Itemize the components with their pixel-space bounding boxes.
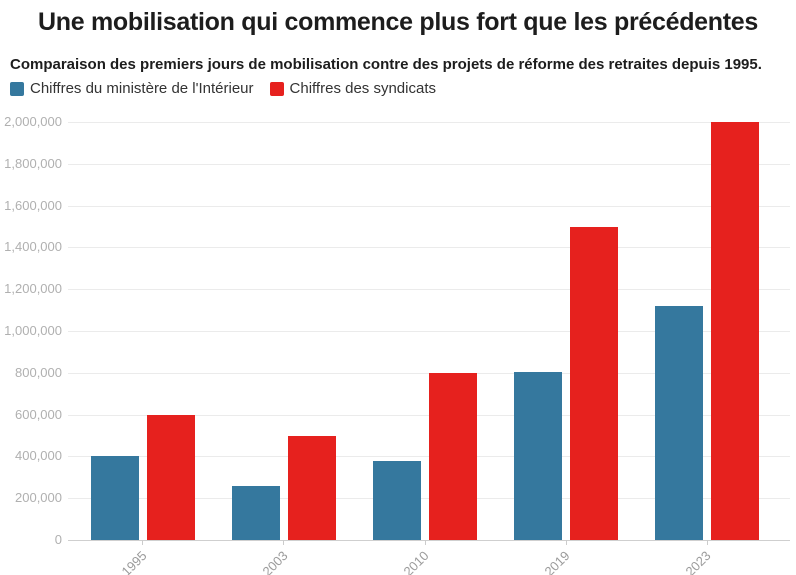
x-tick [142,540,144,545]
bar-group-2023 [637,122,778,540]
legend-item-series-0: Chiffres du ministère de l'Intérieur [10,80,254,97]
x-tick-label-2003: 2003 [259,548,291,575]
y-tick-label: 1,200,000 [4,281,62,297]
bar-2010-series-1[interactable] [429,372,477,540]
y-tick-label: 800,000 [15,364,62,380]
y-tick-label: 400,000 [15,448,62,464]
bar-1995-series-1[interactable] [146,414,195,540]
bar-group-2003 [213,122,354,540]
x-tick [706,540,708,545]
bar-2003-series-1[interactable] [287,435,336,540]
y-tick-label: 1,400,000 [4,239,62,255]
bar-group-1995 [72,122,213,540]
y-tick-label: 2,000,000 [4,114,62,129]
legend-swatch-icon [269,81,284,96]
x-tick [424,540,426,545]
bar-groups [72,122,778,540]
bar-group-2019 [496,122,637,540]
chart-subtitle: Comparaison des premiers jours de mobili… [10,56,762,73]
x-tick-label-2010: 2010 [400,548,432,575]
bar-2010-series-0[interactable] [373,460,421,540]
x-tick-label-1995: 1995 [118,548,150,575]
legend-label: Chiffres du ministère de l'Intérieur [30,80,254,97]
y-tick-label: 1,800,000 [4,155,62,171]
gridline [68,289,790,291]
x-axis-baseline [68,540,790,541]
x-tick [565,540,567,545]
bar-2023-series-0[interactable] [655,305,704,540]
legend-item-series-1: Chiffres des syndicats [269,80,436,97]
gridline [68,331,790,332]
bar-2023-series-1[interactable] [711,122,760,540]
y-tick-label: 600,000 [15,406,62,422]
gridline [68,122,790,123]
bar-2003-series-0[interactable] [231,485,280,540]
chart-title: Une mobilisation qui commence plus fort … [38,8,758,36]
gridline [68,205,790,207]
gridline [68,247,790,249]
bar-2019-series-1[interactable] [570,226,619,540]
legend-swatch-icon [10,81,24,96]
legend-label: Chiffres des syndicats [289,80,436,97]
y-tick-label: 200,000 [15,490,62,506]
x-tick [283,540,285,545]
y-tick-label: 1,600,000 [4,197,62,213]
x-tick-label-2023: 2023 [682,548,714,575]
bar-2019-series-0[interactable] [514,371,563,540]
x-tick-label-2019: 2019 [541,548,573,575]
bar-1995-series-0[interactable] [90,456,139,540]
chart-legend: Chiffres du ministère de l'Intérieur Chif… [10,80,436,97]
y-tick-label: 0 [54,532,62,547]
bar-group-2010 [354,122,495,540]
gridline [68,163,790,165]
y-tick-label: 1,000,000 [4,323,62,338]
